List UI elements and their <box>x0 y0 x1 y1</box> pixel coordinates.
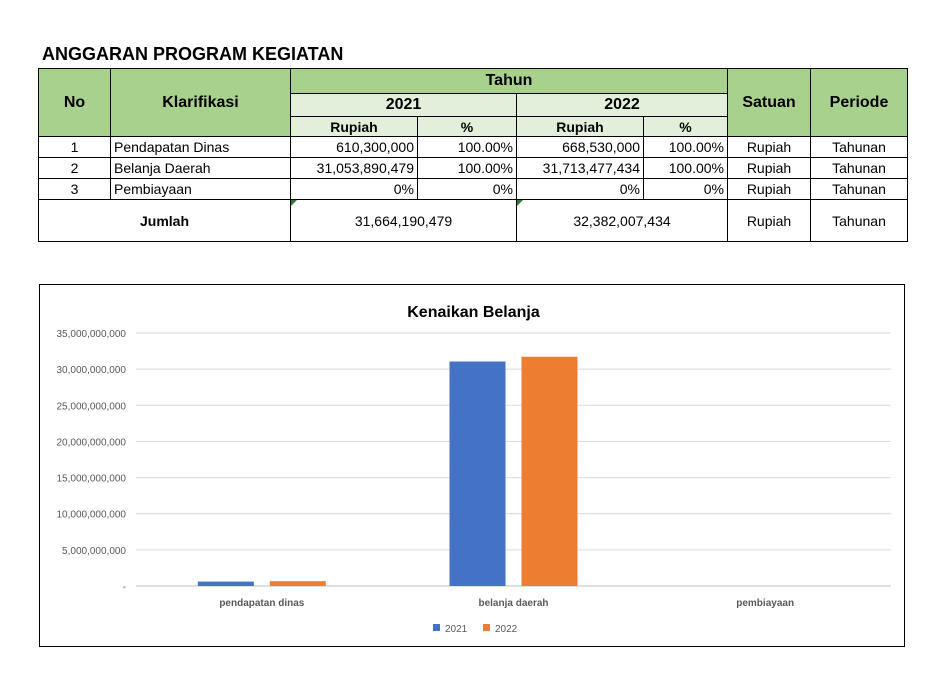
x-category-label: pembiayaan <box>736 598 794 609</box>
y-tick-label: 25,000,000,000 <box>56 401 126 412</box>
header-no: No <box>38 68 111 137</box>
row-percent-2022: 100.00% <box>643 136 728 158</box>
header-year-2022: 2022 <box>516 93 728 117</box>
header-tahun: Tahun <box>290 68 728 94</box>
bar-2021-1 <box>449 361 506 586</box>
row-rupiah-2021: 31,053,890,479 <box>290 157 418 179</box>
bar-2022-1 <box>521 356 578 586</box>
x-category-label: pendapatan dinas <box>219 598 304 609</box>
row-percent-2021: 100.00% <box>417 136 517 158</box>
header-year-2021: 2021 <box>290 93 517 117</box>
y-tick-label: 35,000,000,000 <box>56 329 126 340</box>
row-periode: Tahunan <box>810 178 908 200</box>
bar-chart: Kenaikan Belanja - 5,000,000,000 10,000,000… <box>56 304 891 635</box>
row-no: 3 <box>38 178 111 200</box>
y-tick-label: 20,000,000,000 <box>56 437 126 448</box>
header-percent-2022: % <box>643 116 728 137</box>
row-no: 1 <box>38 136 111 158</box>
total-row: Jumlah 31,664,190,479 32,382,007,434 Rup… <box>38 199 908 242</box>
budget-table: No Klarifikasi Tahun Satuan Periode 2021… <box>38 68 908 242</box>
table-row: 3 Pembiayaan 0% 0% 0% 0% Rupiah Tahunan <box>38 178 908 200</box>
row-satuan: Rupiah <box>727 157 811 179</box>
legend-label: 2022 <box>495 624 518 635</box>
table-row: 1 Pendapatan Dinas 610,300,000 100.00% 6… <box>38 136 908 158</box>
chart-title: Kenaikan Belanja <box>407 304 540 321</box>
header-rupiah-2021: Rupiah <box>290 116 418 137</box>
x-category-label: belanja daerah <box>478 598 548 609</box>
row-satuan: Rupiah <box>727 136 811 158</box>
row-percent-2022: 100.00% <box>643 157 728 179</box>
total-2021: 31,664,190,479 <box>290 199 517 242</box>
header-percent-2021: % <box>417 116 517 137</box>
legend-swatch <box>433 624 440 631</box>
y-tick-label: 15,000,000,000 <box>56 474 126 485</box>
chart-container: Kenaikan Belanja - 5,000,000,000 10,000,000… <box>39 284 905 647</box>
row-percent-2021: 100.00% <box>417 157 517 179</box>
row-periode: Tahunan <box>810 157 908 179</box>
header-rupiah-2022: Rupiah <box>516 116 644 137</box>
header-satuan: Satuan <box>727 68 811 137</box>
row-name: Belanja Daerah <box>110 157 291 179</box>
row-no: 2 <box>38 157 111 179</box>
total-2022: 32,382,007,434 <box>516 199 728 242</box>
row-satuan: Rupiah <box>727 178 811 200</box>
y-tick-label: 30,000,000,000 <box>56 365 126 376</box>
header-klarifikasi: Klarifikasi <box>110 68 291 137</box>
total-satuan: Rupiah <box>727 199 811 242</box>
total-periode: Tahunan <box>810 199 908 242</box>
bar-2021-0 <box>197 581 254 586</box>
bar-2022-0 <box>269 581 326 586</box>
row-name: Pembiayaan <box>110 178 291 200</box>
table-row: 2 Belanja Daerah 31,053,890,479 100.00% … <box>38 157 908 179</box>
row-rupiah-2021: 0% <box>290 178 418 200</box>
y-tick-label: - <box>123 582 126 593</box>
total-label: Jumlah <box>38 199 291 242</box>
legend-swatch <box>483 624 490 631</box>
row-rupiah-2022: 0% <box>516 178 644 200</box>
legend-label: 2021 <box>445 624 468 635</box>
row-name: Pendapatan Dinas <box>110 136 291 158</box>
page-title: ANGGARAN PROGRAM KEGIATAN <box>42 44 344 64</box>
row-percent-2022: 0% <box>643 178 728 200</box>
row-rupiah-2022: 31,713,477,434 <box>516 157 644 179</box>
row-periode: Tahunan <box>810 136 908 158</box>
row-rupiah-2021: 610,300,000 <box>290 136 418 158</box>
header-periode: Periode <box>810 68 908 137</box>
y-tick-label: 10,000,000,000 <box>56 510 126 521</box>
y-tick-label: 5,000,000,000 <box>62 546 126 557</box>
row-rupiah-2022: 668,530,000 <box>516 136 644 158</box>
row-percent-2021: 0% <box>417 178 517 200</box>
